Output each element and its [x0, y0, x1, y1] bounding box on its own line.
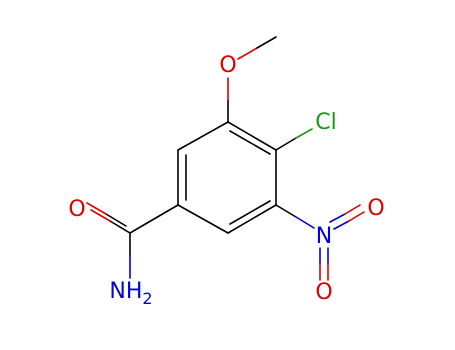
atom-label: Cl: [315, 110, 336, 135]
atom-label: N: [316, 224, 332, 249]
atom-label: O: [219, 53, 236, 78]
atom-label: NH2: [109, 279, 152, 308]
atom-label: O: [315, 280, 332, 305]
atom-label-main: NH: [109, 279, 142, 304]
atom-label: O: [367, 196, 384, 221]
atom-label: O: [68, 197, 85, 222]
atom-label-subscript: 2: [142, 289, 152, 308]
bonds: [86, 36, 365, 281]
